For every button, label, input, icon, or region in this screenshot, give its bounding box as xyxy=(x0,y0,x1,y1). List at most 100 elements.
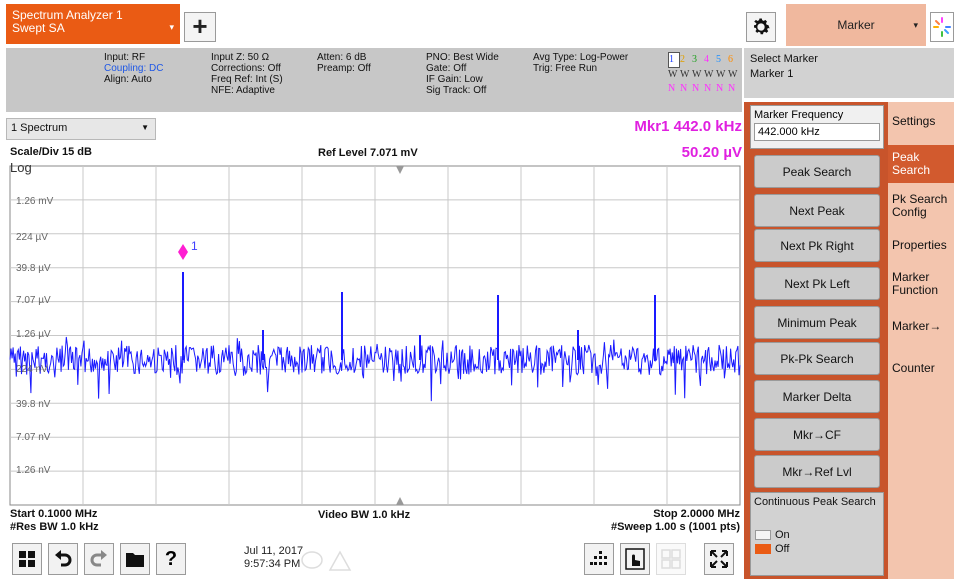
windows-icon xyxy=(19,551,35,567)
instrument-tab[interactable]: Spectrum Analyzer 1 Swept SA ▾ xyxy=(6,4,180,44)
marker-frequency-field[interactable]: 442.000 kHz xyxy=(754,123,880,141)
mkr-to-ref-lvl-button[interactable]: Mkr→Ref Lvl xyxy=(754,455,880,488)
redo-button[interactable] xyxy=(84,543,114,575)
peak-search-button[interactable]: Peak Search xyxy=(754,155,880,188)
clock-time: 9:57:34 PM xyxy=(244,558,301,570)
trace-number: 4 xyxy=(704,54,709,65)
stop-frequency: Stop 2.0000 MHz xyxy=(653,508,740,520)
y-tick-label: 7.07 µV xyxy=(16,295,51,306)
spectrum-plot[interactable]: 1 xyxy=(0,0,744,540)
trace-number: 2 xyxy=(680,54,685,65)
trace-mode: W xyxy=(716,69,726,80)
file-button[interactable] xyxy=(120,543,150,575)
marker-frequency-control[interactable]: Marker Frequency 442.000 kHz xyxy=(750,105,884,149)
pno-value: PNO: Best Wide xyxy=(426,52,499,63)
tab-counter[interactable]: Counter xyxy=(892,360,935,375)
atten-settings: Atten: 6 dB Preamp: Off xyxy=(317,52,371,74)
cps-off-option[interactable]: Off xyxy=(755,543,789,555)
select-marker-value: Marker 1 xyxy=(750,68,794,80)
next-peak-button[interactable]: Next Peak xyxy=(754,194,880,227)
marker-diamond xyxy=(178,244,188,260)
instrument-mode: Swept SA xyxy=(12,21,65,35)
spectrum-trace xyxy=(9,336,741,402)
next-pk-right-button[interactable]: Next Pk Right xyxy=(754,229,880,262)
radio-on-icon xyxy=(755,544,771,555)
y-tick-label: 224 nV xyxy=(16,364,48,375)
marker-frequency-readout: Mkr1 442.0 kHz xyxy=(634,118,742,135)
resolution-bandwidth: #Res BW 1.0 kHz xyxy=(10,521,99,533)
status-shapes-icon xyxy=(301,550,352,571)
continuous-peak-search-title: Continuous Peak Search xyxy=(754,496,876,508)
next-pk-left-button[interactable]: Next Pk Left xyxy=(754,267,880,300)
pno-settings: PNO: Best Wide Gate: Off IF Gain: Low Si… xyxy=(426,52,499,96)
trace-mode: W xyxy=(668,69,678,80)
y-tick-label: 7.07 nV xyxy=(16,432,51,443)
settings-summary-bar[interactable]: Input: RF Coupling: DC Align: Auto Input… xyxy=(6,48,742,112)
tab-pk-search-config[interactable]: Pk Search Config xyxy=(892,192,948,219)
menu-select-marker[interactable]: Marker ▾ xyxy=(786,4,926,46)
fullscreen-button[interactable] xyxy=(704,543,734,575)
scale-type: Log xyxy=(10,160,32,175)
undo-button[interactable] xyxy=(48,543,78,575)
chevron-down-icon: ▼ xyxy=(141,123,149,132)
scale-per-div: Scale/Div 15 dB xyxy=(10,146,92,158)
y-tick-label: 1.26 µV xyxy=(16,329,51,340)
y-tick-label: 224 µV xyxy=(16,232,48,243)
if-gain-value: IF Gain: Low xyxy=(426,74,483,85)
marker-table-button[interactable] xyxy=(584,543,614,575)
tab-marker-to[interactable]: Marker→ xyxy=(892,318,942,333)
nfe-value: NFE: Adaptive xyxy=(211,85,275,96)
tab-settings[interactable]: Settings xyxy=(892,113,936,128)
trace-number: 5 xyxy=(716,54,721,65)
clock-date: Jul 11, 2017 xyxy=(244,545,304,557)
spinner-icon xyxy=(933,17,951,37)
cps-on-option[interactable]: On xyxy=(755,529,790,541)
minimum-peak-button[interactable]: Minimum Peak xyxy=(754,306,880,339)
avg-type-value: Avg Type: Log-Power xyxy=(533,52,629,63)
trace-selector[interactable]: 1 Spectrum ▼ xyxy=(6,118,156,140)
sweep-time: #Sweep 1.00 s (1001 pts) xyxy=(610,521,740,533)
trace-mode: W xyxy=(680,69,690,80)
marker-delta-button[interactable]: Marker Delta xyxy=(754,380,880,413)
y-tick-label: 39.8 nV xyxy=(16,399,51,410)
undo-icon xyxy=(55,550,72,567)
y-tick-label: 1.26 mV xyxy=(16,196,54,207)
tab-properties[interactable]: Properties xyxy=(892,237,947,252)
busy-indicator-button[interactable] xyxy=(930,12,954,42)
select-marker-control[interactable]: Select Marker Marker 1 xyxy=(744,48,954,98)
input-value: Input: RF xyxy=(104,52,146,63)
dots-grid-icon xyxy=(590,551,607,565)
touch-button[interactable] xyxy=(620,543,650,575)
freq-ref-value: Freq Ref: Int (S) xyxy=(211,74,283,85)
avg-settings: Avg Type: Log-Power Trig: Free Run xyxy=(533,52,628,74)
mkr-to-cf-button[interactable]: Mkr→CF xyxy=(754,418,880,451)
chevron-down-icon: ▾ xyxy=(169,22,174,32)
trace-number: 3 xyxy=(692,54,697,65)
settings-button[interactable] xyxy=(746,12,776,42)
hand-pointer-icon xyxy=(625,548,645,570)
trace-detector: N xyxy=(728,83,736,94)
add-screen-button[interactable]: + xyxy=(184,12,216,42)
trace-detector: N xyxy=(692,83,700,94)
tab-peak-search[interactable]: Peak Search xyxy=(888,145,954,183)
window-layout-button[interactable] xyxy=(656,543,686,575)
trace-detector: N xyxy=(680,83,688,94)
pk-pk-search-button[interactable]: Pk-Pk Search xyxy=(754,342,880,375)
trace-number: 1 xyxy=(668,52,680,68)
corrections-value: Corrections: Off xyxy=(211,63,281,74)
trace-detector: N xyxy=(668,83,676,94)
instrument-name: Spectrum Analyzer 1 xyxy=(12,8,123,22)
gate-value: Gate: Off xyxy=(426,63,467,74)
tab-marker-function[interactable]: Marker Function xyxy=(892,270,939,297)
help-button[interactable]: ? xyxy=(156,543,186,575)
expand-icon xyxy=(710,550,728,568)
continuous-peak-search-toggle[interactable]: Continuous Peak Search On Off xyxy=(750,492,884,576)
trace-detector: N xyxy=(716,83,724,94)
marker-amplitude-readout: 50.20 µV xyxy=(681,144,742,161)
marker-number: 1 xyxy=(191,239,198,253)
windows-button[interactable] xyxy=(12,543,42,575)
coupling-value: Coupling: DC xyxy=(104,63,164,74)
trace-mode: W xyxy=(692,69,702,80)
